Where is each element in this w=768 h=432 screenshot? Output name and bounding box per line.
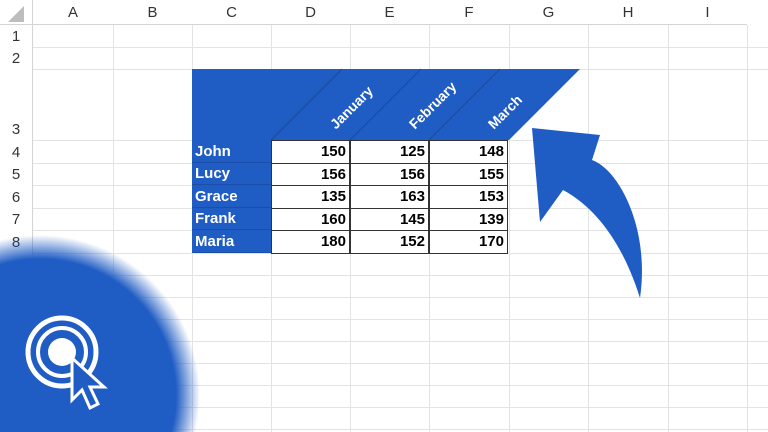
row-header-7[interactable]: 7 bbox=[0, 208, 33, 230]
row-gridline bbox=[33, 385, 768, 386]
value-cell[interactable]: 150 bbox=[271, 140, 350, 164]
row-header-5[interactable]: 5 bbox=[0, 163, 33, 185]
header-divider bbox=[428, 68, 501, 141]
select-all-corner[interactable] bbox=[0, 0, 33, 25]
row-header-3[interactable]: 3 bbox=[0, 69, 33, 140]
column-header-H[interactable]: H bbox=[588, 0, 668, 25]
name-cell[interactable]: Lucy bbox=[192, 163, 271, 185]
value-cell[interactable]: 139 bbox=[429, 208, 508, 231]
column-header-C[interactable]: C bbox=[192, 0, 271, 25]
row-gridline bbox=[33, 429, 768, 430]
column-header-E[interactable]: E bbox=[350, 0, 429, 25]
row-gridline bbox=[33, 363, 768, 364]
row-gridline bbox=[33, 47, 768, 48]
column-gridline bbox=[113, 25, 114, 432]
header-divider bbox=[270, 68, 343, 141]
row-gridline bbox=[33, 341, 768, 342]
row-gridline bbox=[33, 297, 768, 298]
value-cell[interactable]: 180 bbox=[271, 230, 350, 254]
value-cell[interactable]: 156 bbox=[271, 163, 350, 186]
value-cell[interactable]: 145 bbox=[350, 208, 429, 231]
value-cell[interactable]: 155 bbox=[429, 163, 508, 186]
row-header-1[interactable]: 1 bbox=[0, 25, 33, 47]
value-cell[interactable]: 153 bbox=[429, 185, 508, 209]
value-cell[interactable]: 125 bbox=[350, 140, 429, 164]
value-cell[interactable]: 170 bbox=[429, 230, 508, 254]
column-gridline bbox=[668, 25, 669, 432]
arrow-icon bbox=[532, 128, 642, 298]
row-header-6[interactable]: 6 bbox=[0, 185, 33, 208]
name-cell[interactable]: Frank bbox=[192, 208, 271, 230]
column-gridline bbox=[509, 25, 510, 432]
click-cursor-icon bbox=[25, 315, 108, 411]
value-cell[interactable]: 152 bbox=[350, 230, 429, 254]
column-gridline bbox=[588, 25, 589, 432]
column-header-B[interactable]: B bbox=[113, 0, 192, 25]
overlay-circle bbox=[0, 234, 201, 432]
row-gridline bbox=[33, 407, 768, 408]
header-divider bbox=[349, 68, 422, 141]
row-gridline bbox=[33, 275, 768, 276]
row-header-2[interactable]: 2 bbox=[0, 47, 33, 69]
column-header-A[interactable]: A bbox=[33, 0, 113, 25]
name-cell[interactable]: Grace bbox=[192, 185, 271, 208]
column-header-F[interactable]: F bbox=[429, 0, 509, 25]
row-header-4[interactable]: 4 bbox=[0, 140, 33, 163]
column-header-G[interactable]: G bbox=[509, 0, 588, 25]
column-header-D[interactable]: D bbox=[271, 0, 350, 25]
name-cell[interactable]: John bbox=[192, 140, 271, 163]
column-gridline bbox=[747, 25, 748, 432]
value-cell[interactable]: 148 bbox=[429, 140, 508, 164]
column-header-I[interactable]: I bbox=[668, 0, 747, 25]
name-cell[interactable]: Maria bbox=[192, 230, 271, 253]
row-gridline bbox=[33, 319, 768, 320]
